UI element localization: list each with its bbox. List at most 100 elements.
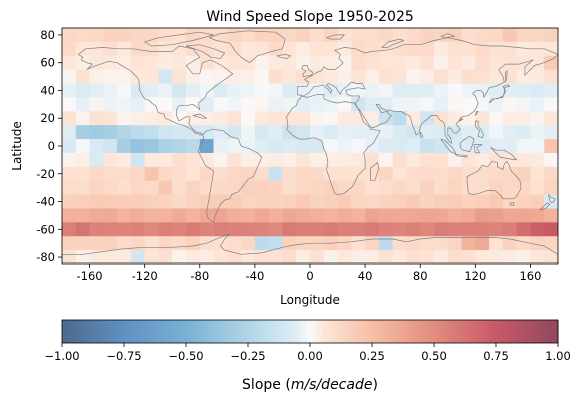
slope-cell — [544, 222, 558, 237]
slope-cell — [62, 97, 77, 112]
colorbar-segment — [310, 320, 315, 343]
slope-cell — [420, 180, 435, 195]
colorbar-segment — [270, 320, 275, 343]
coastline-uk — [301, 65, 314, 77]
slope-cell — [447, 55, 462, 71]
colorbar-segment — [378, 320, 383, 343]
slope-cell — [516, 139, 531, 154]
slope-cell — [62, 194, 77, 209]
slope-cell — [158, 250, 173, 264]
colorbar-segment — [414, 320, 419, 343]
slope-cell — [516, 194, 531, 209]
slope-cell — [406, 166, 421, 182]
slope-cell — [103, 194, 118, 209]
slope-cell — [62, 236, 77, 251]
slope-cell — [89, 152, 104, 168]
colorbar-label: Slope (m/s/decade) — [242, 377, 378, 393]
slope-cell — [227, 28, 242, 43]
slope-cell — [516, 222, 531, 237]
slope-cell — [502, 41, 518, 57]
colorbar-segment — [418, 320, 423, 343]
slope-cell — [406, 97, 421, 112]
slope-cell — [130, 125, 146, 140]
colorbar-segment — [222, 320, 227, 343]
colorbar-segment — [370, 320, 375, 343]
slope-cell — [365, 194, 380, 209]
slope-cell — [337, 250, 352, 264]
slope-cell — [282, 194, 297, 209]
colorbar-segment — [554, 320, 559, 343]
colorbar-segment — [338, 320, 343, 343]
colorbar-segment — [538, 320, 543, 343]
colorbar-segment — [502, 320, 507, 343]
slope-cell — [103, 152, 118, 168]
map-plot-area — [61, 27, 559, 265]
slope-cell — [392, 166, 407, 182]
coastline-antarctica — [62, 233, 558, 263]
slope-cell — [254, 194, 270, 209]
coastline-tasmania — [509, 202, 515, 207]
slope-cell — [103, 250, 118, 264]
slope-cell — [199, 28, 214, 43]
colorbar-segment — [78, 320, 83, 343]
slope-cell — [310, 125, 325, 140]
colorbar-segment — [526, 320, 531, 343]
colorbar-segment — [466, 320, 471, 343]
colorbar-segment — [314, 320, 319, 343]
slope-cell — [489, 97, 504, 112]
colorbar-segment — [86, 320, 91, 343]
slope-cell — [337, 125, 352, 140]
slope-cell — [310, 250, 325, 264]
slope-cell — [241, 41, 256, 57]
slope-cell — [241, 125, 256, 140]
slope-cell — [213, 194, 228, 209]
slope-cell — [254, 41, 270, 57]
slope-cell — [62, 180, 77, 195]
slope-cell — [89, 208, 104, 223]
slope-cell — [489, 250, 504, 264]
slope-cell — [351, 41, 366, 57]
slope-cell — [310, 208, 325, 223]
slope-cell — [75, 97, 90, 112]
slope-cell — [365, 41, 380, 57]
colorbar-segment — [546, 320, 551, 343]
slope-cell — [75, 41, 90, 57]
slope-cell — [516, 41, 531, 57]
slope-cell — [213, 111, 228, 126]
slope-cell — [130, 97, 146, 112]
slope-cell — [434, 111, 449, 126]
slope-cell — [392, 236, 407, 251]
slope-cell — [186, 166, 201, 182]
colorbar-segment — [382, 320, 387, 343]
colorbar-segment — [154, 320, 159, 343]
slope-cell — [89, 83, 104, 98]
slope-cell — [420, 194, 435, 209]
slope-cell — [144, 166, 159, 182]
coastline-arctic-islands — [144, 31, 214, 47]
slope-cell — [420, 83, 435, 98]
chart-title: Wind Speed Slope 1950-2025 — [206, 9, 414, 25]
slope-cell — [144, 139, 159, 154]
slope-cell — [378, 152, 394, 168]
slope-cell — [89, 69, 104, 84]
slope-cell — [158, 180, 173, 195]
colorbar-segment — [122, 320, 127, 343]
slope-cell — [392, 194, 407, 209]
slope-cell — [158, 236, 173, 251]
slope-cell — [461, 97, 476, 112]
slope-cell — [544, 125, 558, 140]
x-tick-label: -160 — [77, 269, 103, 283]
slope-cell — [351, 69, 366, 84]
colorbar-segment — [342, 320, 347, 343]
colorbar-segment — [166, 320, 171, 343]
slope-cell — [310, 69, 325, 84]
slope-cell — [516, 166, 531, 182]
slope-cell — [447, 208, 462, 223]
slope-cell — [103, 208, 118, 223]
colorbar-gradient — [62, 320, 559, 343]
slope-cell — [489, 55, 504, 71]
colorbar-segment — [138, 320, 143, 343]
slope-cell — [213, 139, 228, 154]
slope-cell — [199, 222, 214, 237]
slope-cell — [117, 194, 132, 209]
